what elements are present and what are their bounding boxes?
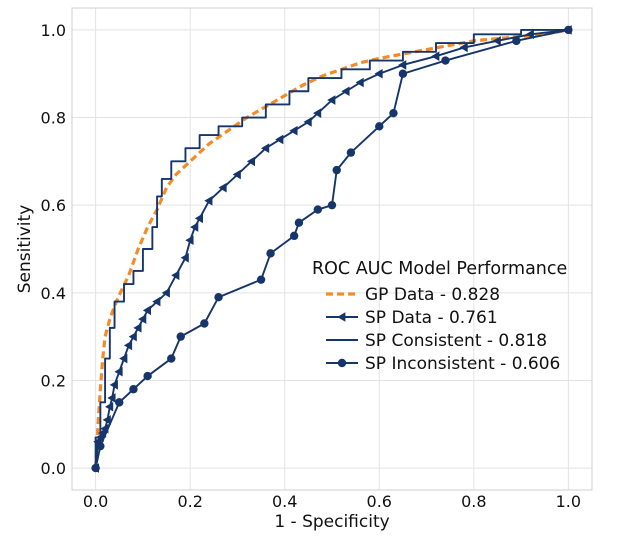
data-point <box>375 122 384 131</box>
data-point <box>102 415 111 425</box>
data-point <box>266 249 275 258</box>
y-tick-label: 0.0 <box>41 459 66 478</box>
data-point <box>115 398 124 407</box>
series-line-sp-inconsistent <box>94 28 569 469</box>
data-point <box>327 95 336 105</box>
data-point <box>91 463 100 473</box>
data-point <box>564 25 573 35</box>
legend-entry-sp-data: SP Data - 0.761 <box>326 308 498 328</box>
data-point <box>107 393 116 403</box>
data-point <box>128 331 137 342</box>
legend-entry-gp-data: GP Data - 0.828 <box>326 285 500 305</box>
data-point <box>105 401 114 412</box>
legend: ROC AUC Model Performance GP Data - 0.82… <box>312 259 567 374</box>
data-point <box>313 205 323 214</box>
y-tick-label: 0.4 <box>41 284 66 303</box>
data-point <box>275 134 284 145</box>
data-point <box>180 252 189 263</box>
data-point <box>389 108 398 118</box>
data-point <box>167 354 176 363</box>
data-point <box>294 218 304 227</box>
data-point <box>194 213 203 224</box>
series-layer <box>90 25 573 473</box>
data-point <box>109 380 118 390</box>
data-point <box>232 169 241 180</box>
data-point <box>96 441 105 451</box>
legend-label: SP Consistent - 0.818 <box>365 331 547 351</box>
data-point <box>138 314 147 324</box>
x-tick-label: 1.0 <box>556 492 581 511</box>
data-point <box>261 143 270 154</box>
data-point <box>161 288 170 298</box>
data-point <box>289 125 298 136</box>
data-point <box>190 222 199 232</box>
data-point <box>313 108 322 118</box>
y-axis-label: Sensitivity <box>15 205 35 294</box>
legend-marker <box>337 312 346 322</box>
x-tick-label: 0.8 <box>461 492 486 511</box>
data-point <box>289 231 299 241</box>
plot-frame <box>71 7 593 491</box>
x-tick-label: 0.4 <box>272 492 297 511</box>
data-point <box>332 165 341 175</box>
data-point <box>327 200 337 210</box>
data-point <box>185 235 194 246</box>
legend-label: SP Data - 0.761 <box>365 308 498 328</box>
data-point <box>374 68 383 79</box>
data-point <box>204 196 213 206</box>
series-sp-consistent <box>94 28 569 469</box>
series-gp-data <box>94 28 569 469</box>
data-point <box>171 270 180 281</box>
series-sp-inconsistent <box>91 25 573 473</box>
x-tick-label: 0.6 <box>367 492 392 511</box>
data-point <box>142 305 151 316</box>
data-point <box>119 353 128 364</box>
data-point <box>133 323 142 333</box>
data-point <box>355 77 364 88</box>
data-point <box>303 117 312 127</box>
legend-label: SP Inconsistent - 0.606 <box>365 354 560 374</box>
legend-marker <box>337 358 347 368</box>
data-point <box>129 385 138 394</box>
data-point <box>398 69 408 78</box>
data-point <box>441 56 450 65</box>
data-point <box>492 36 501 46</box>
data-point <box>200 319 209 328</box>
y-tick-label: 0.8 <box>41 109 66 128</box>
x-tick-label: 0.2 <box>177 492 202 511</box>
legend-title: ROC AUC Model Performance <box>312 259 567 279</box>
data-point <box>246 156 255 167</box>
data-point <box>346 148 356 157</box>
data-point <box>123 340 133 351</box>
data-point <box>341 86 350 97</box>
y-tick-label: 1.0 <box>41 21 66 40</box>
y-tick-label: 0.6 <box>41 196 66 215</box>
data-point <box>176 332 185 341</box>
legend-label: GP Data - 0.828 <box>365 285 500 305</box>
y-tick-labels: 0.0 0.2 0.4 0.6 0.8 1.0 <box>41 21 66 478</box>
x-axis-label: 1 - Specificity <box>274 512 389 532</box>
series-line-gp-data <box>94 28 569 469</box>
data-point <box>214 293 223 302</box>
data-point <box>114 366 123 377</box>
legend-entries: GP Data - 0.828 SP Data - 0.761 SP Consist… <box>326 285 560 374</box>
y-tick-label: 0.2 <box>41 371 66 390</box>
data-point <box>218 182 227 193</box>
legend-entry-sp-inconsistent: SP Inconsistent - 0.606 <box>326 354 560 374</box>
data-point <box>431 51 440 61</box>
series-line-sp-consistent <box>94 28 569 469</box>
x-tick-labels: 0.0 0.2 0.4 0.6 0.8 1.0 <box>83 492 581 511</box>
data-point <box>143 371 152 381</box>
legend-entry-sp-consistent: SP Consistent - 0.818 <box>326 331 547 351</box>
series-line-sp-data <box>94 28 569 469</box>
data-point <box>256 275 266 284</box>
series-sp-data <box>90 25 572 473</box>
data-point <box>398 60 407 70</box>
data-point <box>512 36 521 46</box>
data-point <box>459 42 468 53</box>
x-tick-label: 0.0 <box>83 492 108 511</box>
data-point <box>152 296 161 307</box>
